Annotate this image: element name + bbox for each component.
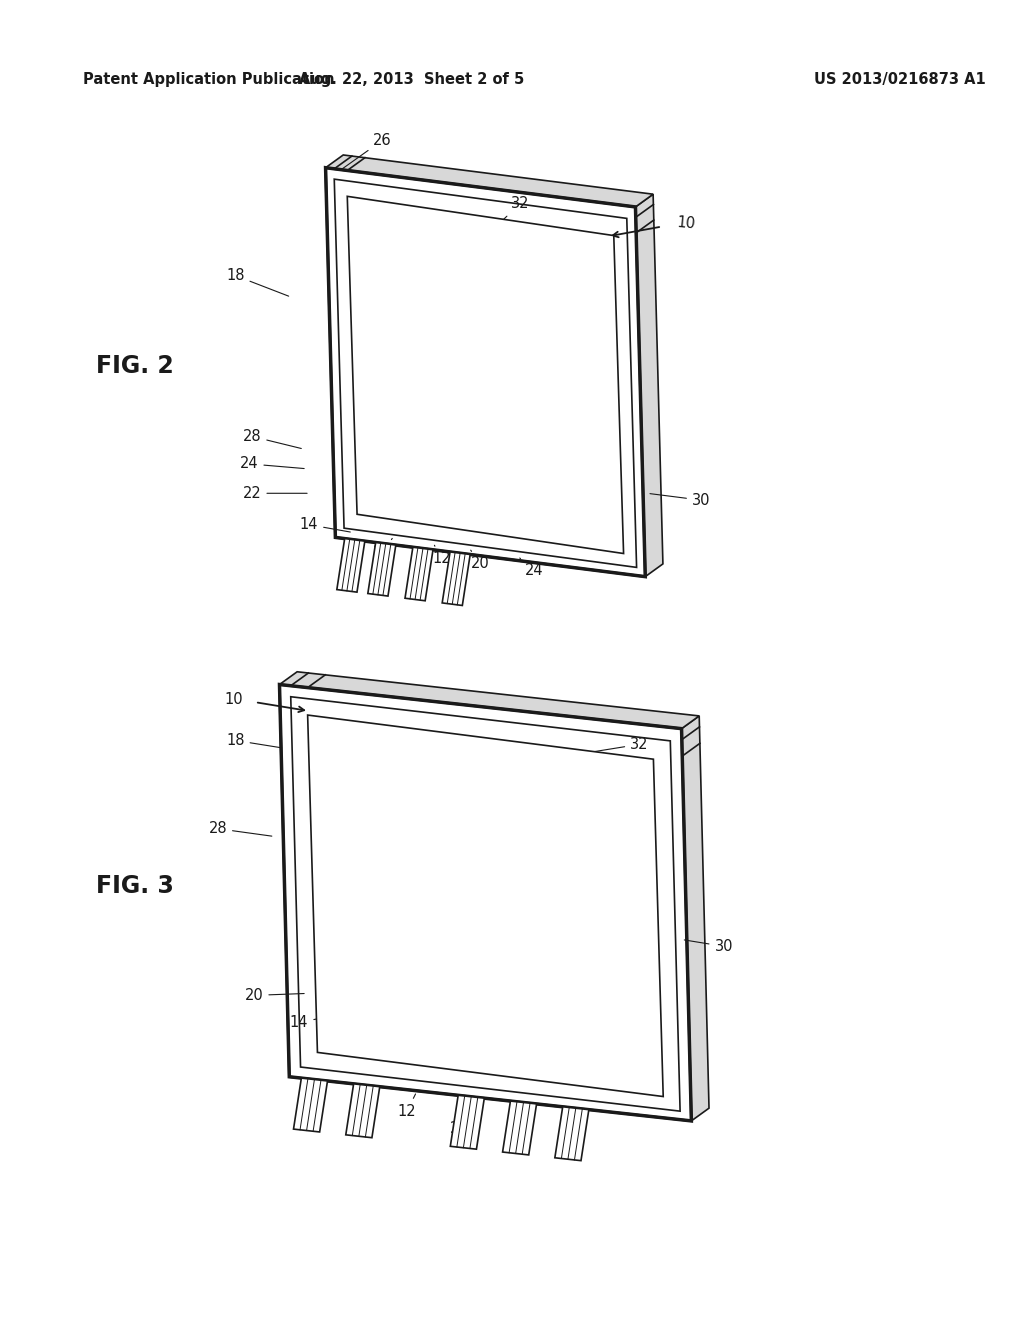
Text: 12: 12 [397, 1094, 417, 1118]
Polygon shape [280, 672, 699, 729]
Polygon shape [347, 197, 624, 553]
Text: 32: 32 [502, 197, 529, 220]
Polygon shape [442, 552, 470, 606]
Polygon shape [326, 168, 645, 577]
Text: 20: 20 [450, 1109, 468, 1137]
Text: 12: 12 [432, 545, 451, 566]
Text: 14: 14 [300, 517, 350, 532]
Polygon shape [337, 539, 365, 593]
Text: 28: 28 [243, 429, 301, 449]
Text: 20: 20 [245, 987, 304, 1003]
Text: 18: 18 [226, 733, 282, 748]
Text: 28: 28 [209, 821, 271, 836]
Text: 20: 20 [471, 550, 489, 572]
Polygon shape [368, 543, 396, 597]
Text: 10: 10 [224, 692, 244, 706]
Polygon shape [307, 715, 664, 1097]
Polygon shape [280, 685, 691, 1121]
Text: 24: 24 [240, 457, 304, 471]
Polygon shape [682, 715, 709, 1121]
Text: 24: 24 [373, 539, 392, 560]
Text: 24: 24 [520, 558, 544, 578]
Polygon shape [346, 1084, 380, 1138]
Text: 32: 32 [582, 737, 648, 754]
Text: 18: 18 [226, 268, 289, 296]
Text: US 2013/0216873 A1: US 2013/0216873 A1 [814, 73, 986, 87]
Text: 26: 26 [341, 133, 392, 170]
Text: 10: 10 [677, 215, 696, 232]
Text: 30: 30 [684, 939, 733, 954]
Polygon shape [636, 194, 663, 577]
Polygon shape [406, 548, 433, 601]
Text: FIG. 3: FIG. 3 [96, 874, 174, 898]
Text: 22: 22 [243, 486, 307, 500]
Polygon shape [503, 1101, 537, 1155]
Polygon shape [555, 1106, 589, 1160]
Text: Patent Application Publication: Patent Application Publication [83, 73, 335, 87]
Text: 14: 14 [290, 1014, 341, 1031]
Text: FIG. 2: FIG. 2 [96, 354, 174, 378]
Text: 30: 30 [650, 492, 711, 508]
Polygon shape [326, 154, 653, 207]
Polygon shape [294, 1078, 328, 1133]
Polygon shape [451, 1096, 484, 1150]
Text: Aug. 22, 2013  Sheet 2 of 5: Aug. 22, 2013 Sheet 2 of 5 [299, 73, 524, 87]
